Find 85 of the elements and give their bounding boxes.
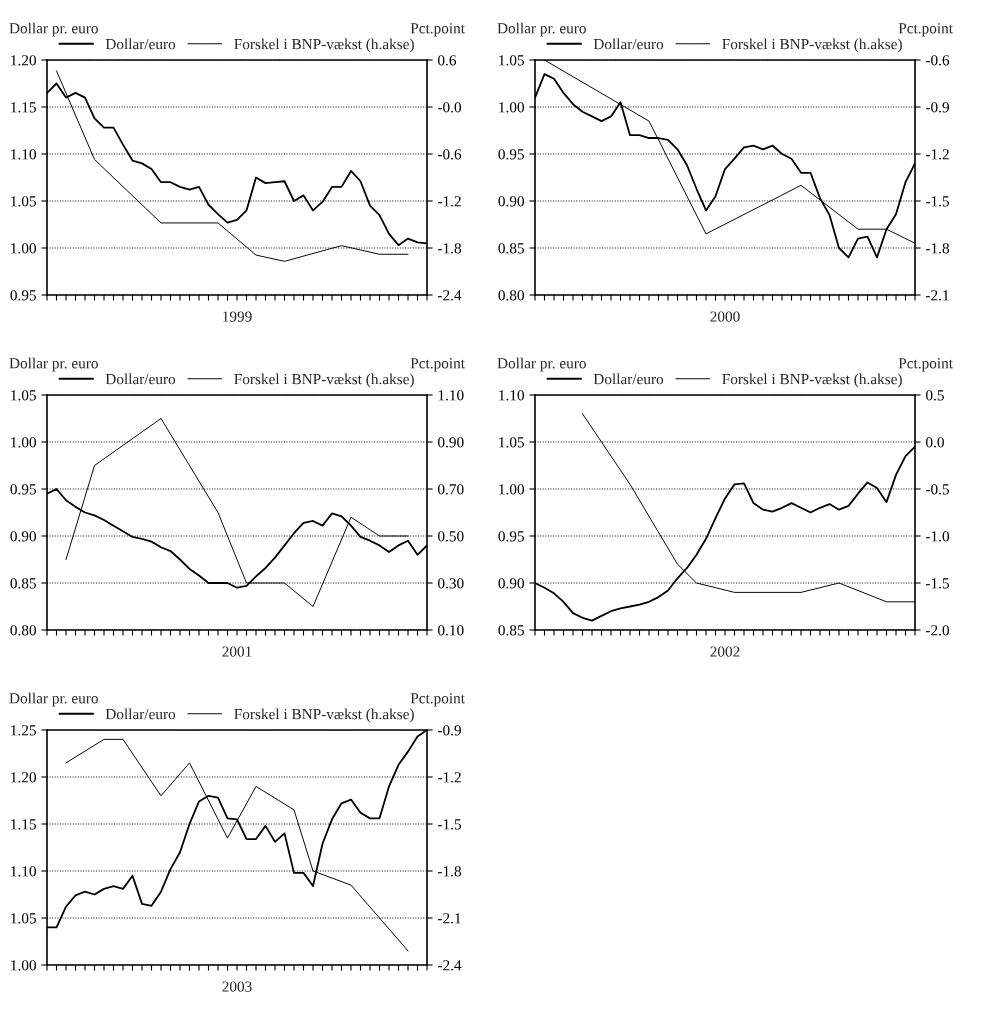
y2-axis-title: Pct.point	[410, 693, 465, 707]
legend-label: Dollar/euro	[593, 38, 664, 50]
y2-tick-label: -0.6	[925, 55, 950, 66]
y-tick-label: 1.05	[499, 437, 524, 448]
y-tick-label: 1.20	[11, 772, 36, 783]
y2-tick-label: -2.1	[437, 913, 461, 924]
x-axis-title: 2001	[222, 646, 252, 657]
y-tick-label: 0.95	[10, 290, 36, 301]
y-axis-title: Dollar pr. euro	[9, 357, 98, 372]
y2-tick-label: -1.8	[925, 243, 950, 254]
x-axis-title: 2000	[710, 311, 740, 322]
legend-label: Forskel i BNP-vækst (h.akse)	[234, 373, 414, 388]
y2-tick-label: -1.5	[437, 819, 461, 830]
y2-tick-label: -0.5	[925, 484, 949, 495]
y-tick-label: 0.85	[10, 578, 36, 589]
y2-tick-label: 0.30	[438, 578, 464, 589]
legend-label: Dollar/euro	[105, 373, 176, 385]
y-tick-label: 1.05	[11, 196, 36, 207]
y-tick-label: 0.95	[10, 484, 36, 495]
y2-tick-label: -0.0	[437, 102, 462, 113]
y2-tick-label: 0.50	[438, 531, 464, 542]
y2-tick-label: -1.5	[925, 196, 949, 207]
y2-tick-label: 0.5	[926, 390, 944, 401]
y2-tick-label: 0.70	[438, 484, 464, 495]
y-tick-label: 1.20	[11, 55, 36, 66]
y2-tick-label: -1.2	[437, 772, 461, 783]
y-axis-title: Dollar pr. euro	[9, 22, 98, 37]
y-tick-label: 1.00	[11, 243, 36, 254]
legend-label: Forskel i BNP-vækst (h.akse)	[722, 38, 902, 53]
legend-label: Dollar/euro	[105, 708, 176, 720]
y-axis-title: Dollar pr. euro	[497, 357, 586, 372]
y2-tick-label: 0.6	[438, 55, 457, 66]
y-tick-label: 0.95	[498, 149, 524, 160]
y-tick-label: 0.85	[498, 243, 524, 254]
y2-axis-title: Pct.point	[410, 23, 465, 37]
y2-tick-label: -0.9	[437, 725, 461, 736]
legend-label: Forskel i BNP-vækst (h.akse)	[234, 38, 414, 53]
y-tick-label: 0.85	[498, 625, 524, 636]
y2-tick-label: -2.0	[925, 625, 950, 636]
y2-tick-label: -0.9	[925, 102, 949, 113]
y-tick-label: 1.00	[11, 960, 36, 971]
y2-tick-label: -1.5	[925, 578, 949, 589]
legend-label: Forskel i BNP-vækst (h.akse)	[234, 708, 414, 723]
y-tick-label: 1.05	[11, 913, 36, 924]
y-tick-label: 1.10	[11, 149, 36, 160]
legend-label: Dollar/euro	[105, 38, 176, 50]
y-tick-label: 0.90	[498, 578, 524, 589]
y-tick-label: 1.00	[499, 102, 524, 113]
y2-axis-title: Pct.point	[898, 23, 953, 37]
x-axis-title: 2002	[710, 646, 740, 657]
x-axis-title: 1999	[223, 311, 252, 322]
y-tick-label: 1.15	[11, 819, 36, 830]
y2-tick-label: 0.10	[438, 625, 464, 636]
y-tick-label: 0.90	[10, 531, 36, 542]
y-tick-label: 1.05	[11, 390, 36, 401]
y-tick-label: 1.00	[499, 484, 524, 495]
x-axis-title: 2003	[222, 981, 252, 992]
y2-tick-label: 0.0	[926, 437, 944, 448]
y2-tick-label: 1.10	[438, 390, 464, 401]
y2-tick-label: -2.4	[437, 290, 462, 301]
y-tick-label: 1.10	[499, 390, 524, 401]
y2-tick-label: -2.4	[437, 960, 462, 971]
y2-axis-title: Pct.point	[410, 358, 465, 372]
y-axis-title: Dollar pr. euro	[9, 692, 98, 707]
y-tick-label: 1.25	[11, 725, 36, 736]
y-axis-title: Dollar pr. euro	[497, 22, 586, 37]
y2-tick-label: -2.1	[925, 290, 949, 301]
y-tick-label: 1.05	[499, 55, 524, 66]
y-tick-label: 1.00	[11, 437, 36, 448]
y-tick-label: 0.95	[498, 531, 524, 542]
y-tick-label: 1.10	[11, 866, 36, 877]
y2-tick-label: -0.6	[437, 149, 462, 160]
y2-tick-label: 0.90	[438, 437, 464, 448]
y2-tick-label: -1.2	[925, 149, 949, 160]
y2-tick-label: -1.0	[925, 531, 950, 542]
y-tick-label: 0.80	[10, 625, 36, 636]
legend-label: Dollar/euro	[593, 373, 664, 385]
y-tick-label: 0.90	[498, 196, 524, 207]
y-tick-label: 1.15	[11, 102, 36, 113]
y2-axis-title: Pct.point	[898, 358, 953, 372]
y2-tick-label: -1.8	[437, 243, 462, 254]
legend-label: Forskel i BNP-vækst (h.akse)	[722, 373, 902, 388]
y2-tick-label: -1.2	[437, 196, 461, 207]
y2-tick-label: -1.8	[437, 866, 462, 877]
y-tick-label: 0.80	[498, 290, 524, 301]
